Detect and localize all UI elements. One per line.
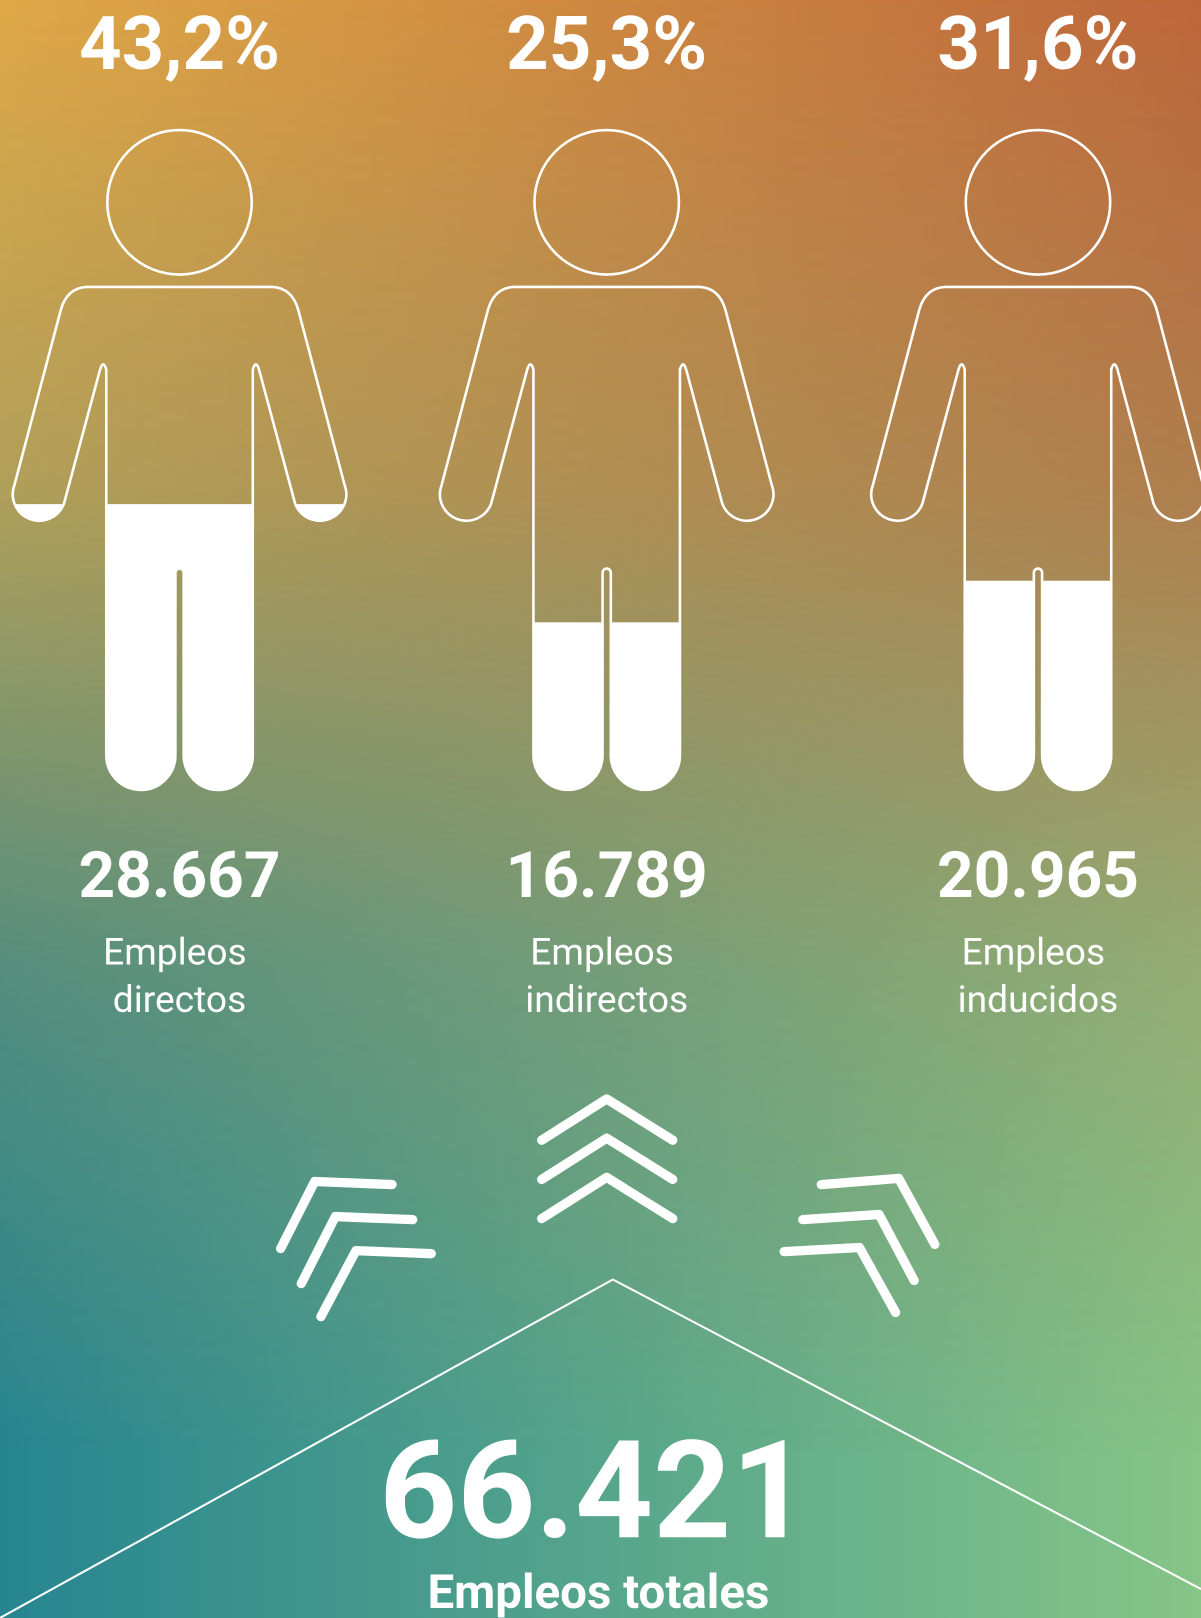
count-label: 28.667 <box>78 838 280 913</box>
chevrons <box>276 1094 940 1322</box>
category-line: inducidos <box>958 979 1119 1022</box>
count-label: 16.789 <box>506 838 708 913</box>
triangle-outline <box>0 1278 1201 1618</box>
category-label: Empleos indirectos <box>525 931 688 1021</box>
category-line: directos <box>113 979 246 1022</box>
figure-fill <box>12 504 347 790</box>
count-label: 20.965 <box>937 838 1139 913</box>
figure-head <box>533 128 681 276</box>
figure-fill <box>871 580 1201 790</box>
percent-label: 43,2% <box>79 1 280 88</box>
figure-body <box>869 285 1201 792</box>
category-line: Empleos <box>103 931 256 974</box>
figure-body <box>438 285 775 792</box>
category-label: Empleos inducidos <box>958 931 1119 1021</box>
figure-head <box>106 128 254 276</box>
percent-label: 31,6% <box>937 1 1138 88</box>
figure-fill <box>439 622 774 790</box>
figure-head <box>964 128 1112 276</box>
total-caption: Empleos totales <box>427 1564 769 1618</box>
total-value: 66.421 <box>379 1412 809 1571</box>
category-line: Empleos <box>962 931 1115 974</box>
figure-body <box>11 285 348 792</box>
percent-label: 25,3% <box>506 1 707 88</box>
category-label: Empleos directos <box>103 931 256 1021</box>
category-line: indirectos <box>525 979 688 1022</box>
category-line: Empleos <box>530 931 683 974</box>
